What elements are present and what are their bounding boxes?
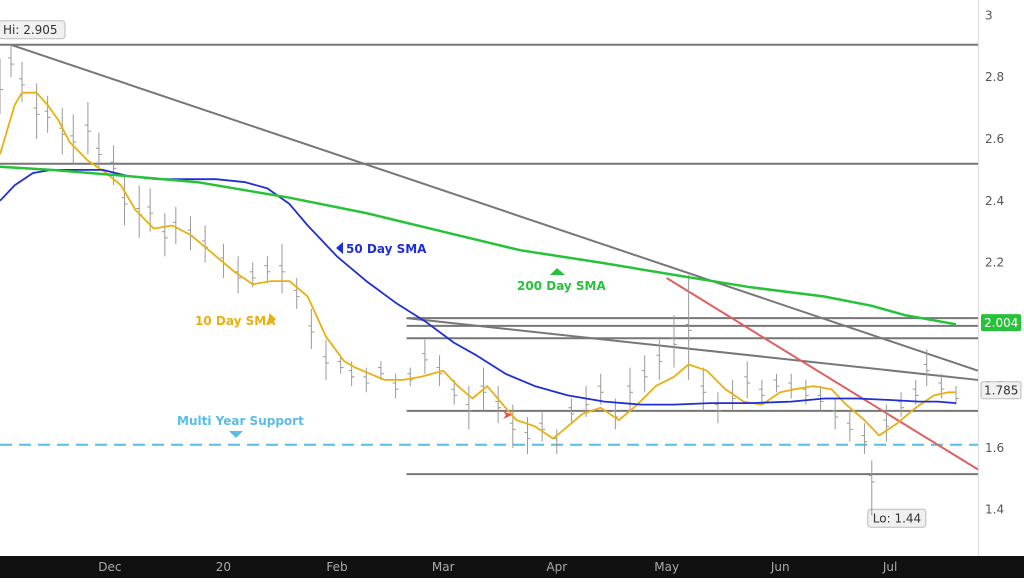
series-line-50-day-sma [0, 169, 957, 406]
hi-tag [0, 20, 66, 40]
x-axis-ticks: Dec 20 Feb Mar Apr May Jun Jul [98, 560, 897, 574]
sma50-arrow-icon [336, 242, 343, 254]
sma200-label: 200 Day SMA [517, 279, 607, 293]
y-tick-label: 1.6 [985, 441, 1004, 455]
y-axis-band [978, 0, 1024, 556]
trendlines [10, 43, 979, 471]
last-price-tag [980, 381, 1022, 400]
moving-averages [0, 91, 957, 440]
price-bars [0, 44, 960, 498]
sma200-value-tag [981, 314, 1021, 332]
trendline-2 [666, 277, 979, 471]
horizontal-levels [0, 43, 978, 476]
series-line-10-day-sma [0, 91, 956, 440]
x-tick-label: Mar [432, 560, 455, 574]
sma10-arrow-icon [269, 313, 276, 325]
x-tick-label: May [654, 560, 679, 574]
sma200-value: 2.004 [984, 316, 1018, 330]
y-tick-label: 2.8 [985, 70, 1004, 84]
sma50-label: 50 Day SMA [346, 242, 427, 256]
sma200-arrow-icon [550, 268, 565, 275]
last-price-value: 1.785 [984, 384, 1018, 398]
x-tick-label: Apr [546, 560, 567, 574]
x-tick-label: Dec [98, 560, 121, 574]
lo-label: Lo: 1.44 [873, 511, 921, 525]
x-tick-label: 20 [216, 560, 231, 574]
red-marker-arrow-icon [503, 411, 512, 419]
y-tick-label: 2.4 [985, 194, 1004, 208]
hi-label: Hi: 2.905 [3, 23, 58, 37]
y-tick-label: 2.6 [985, 132, 1004, 146]
trendline-0 [10, 43, 979, 372]
x-axis-band [0, 556, 1024, 578]
sma10-label: 10 Day SMA [195, 314, 276, 328]
support-arrow-icon [229, 431, 243, 438]
y-tick-label: 1.4 [985, 503, 1004, 517]
series-line-200-day-sma [0, 165, 957, 326]
x-tick-label: Jul [882, 560, 897, 574]
trendline-1 [406, 317, 979, 381]
x-tick-label: Feb [326, 560, 347, 574]
y-tick-label: 2.2 [985, 256, 1004, 270]
y-tick-label: 3 [985, 8, 993, 22]
annotations: Hi: 2.905 Lo: 1.44 10 Day SMA 50 Day SMA… [0, 20, 927, 528]
lo-tag [867, 508, 927, 528]
support-label: Multi Year Support [177, 414, 304, 428]
x-tick-label: Jun [770, 560, 790, 574]
